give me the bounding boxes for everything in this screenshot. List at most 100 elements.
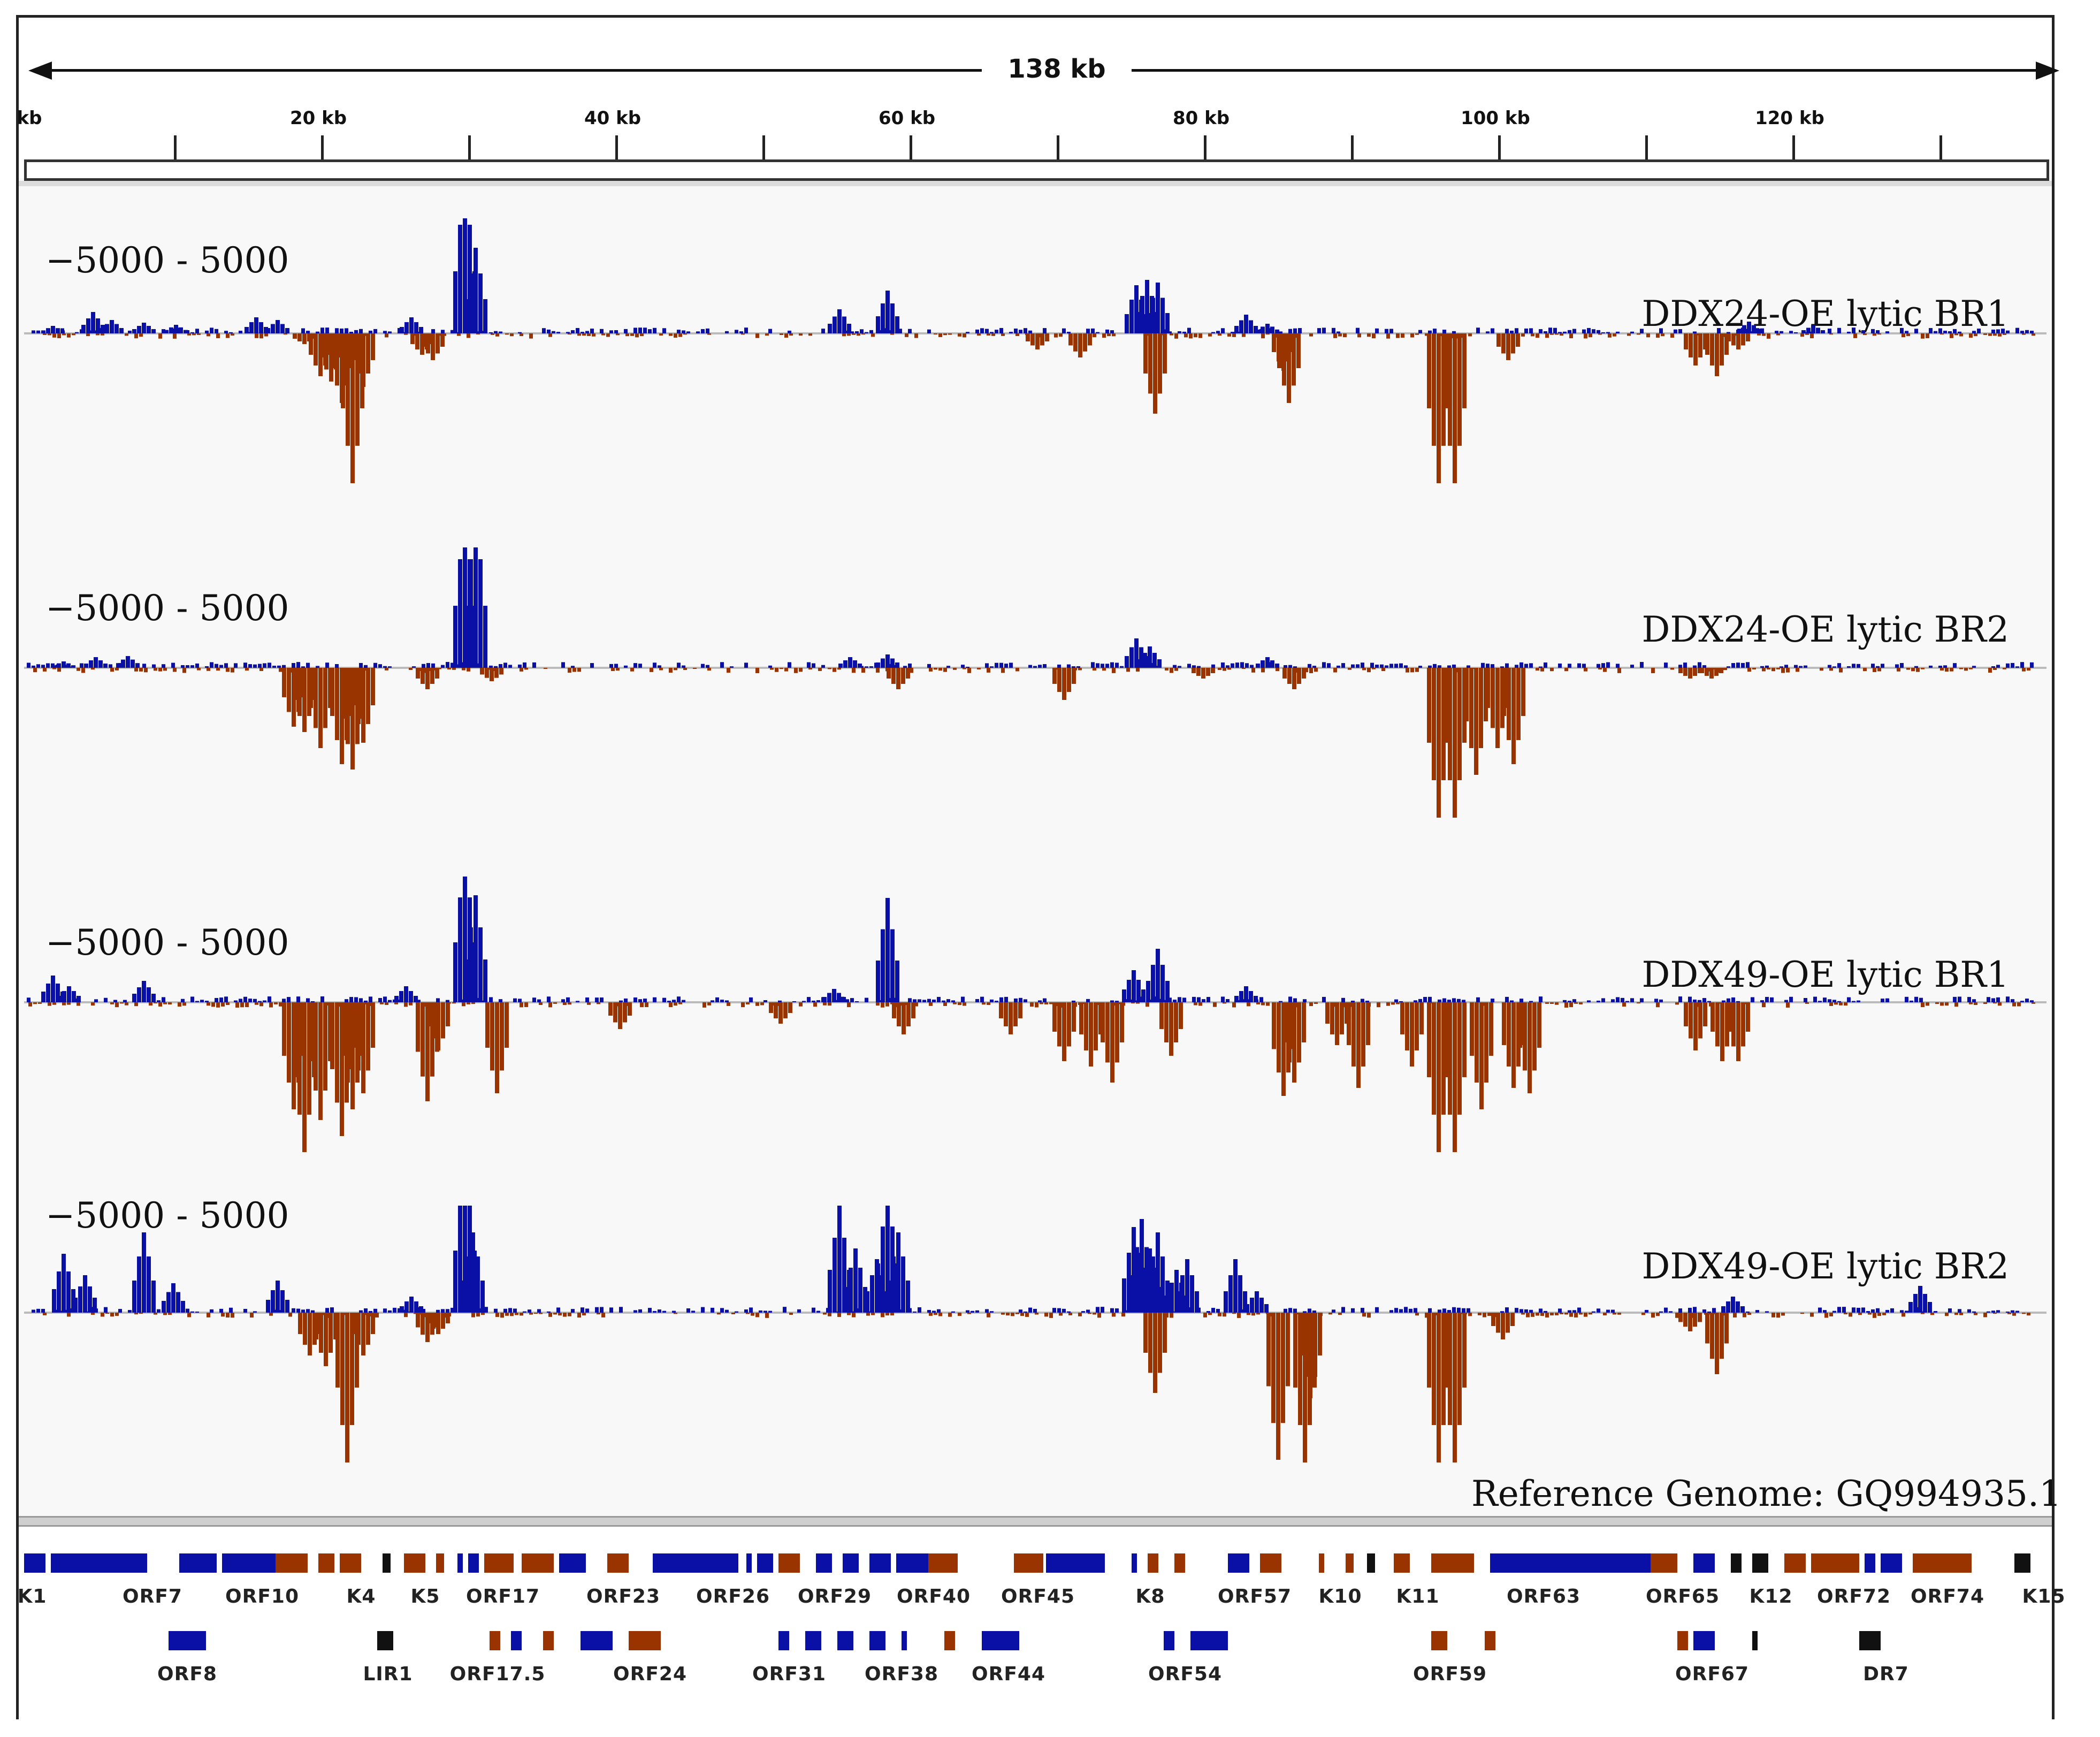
coverage-bar-minus [1020,1313,1024,1316]
gene-label[interactable]: K4 [346,1586,376,1608]
coverage-track-ddx24-br1[interactable] [19,218,2052,539]
coverage-bar-plus [1028,1307,1032,1313]
coverage-peak-minus [1720,1002,1724,1061]
coverage-bar-plus [2020,662,2024,668]
coverage-bar-minus [1068,1313,1072,1315]
gene-label[interactable]: ORF23 [586,1586,661,1608]
track-name-label[interactable]: DDX49-OE lytic BR1 [1641,954,2009,995]
coverage-bar-plus [1948,331,1952,333]
coverage-bar-minus [813,1002,817,1007]
coverage-bar-plus [364,1308,368,1313]
gene-label[interactable]: ORF26 [696,1586,770,1608]
gene-label[interactable]: K11 [1396,1586,1440,1608]
gene-label[interactable]: ORF72 [1816,1586,1891,1608]
coverage-bar-plus [1611,1309,1615,1313]
coverage-bar-plus [195,329,199,333]
coverage-track-ddx49-br2[interactable] [19,1206,2052,1527]
gene-label[interactable]: ORF40 [896,1586,971,1608]
region-selector-box[interactable] [24,159,2049,181]
gene-label[interactable]: ORF59 [1412,1663,1487,1685]
coverage-bar-minus [731,1313,735,1315]
coverage-bar-plus [985,1309,989,1313]
coverage-peak-plus [895,662,899,668]
coverage-bar-minus [1608,333,1612,338]
coverage-bar-plus [1235,662,1239,668]
coverage-peak-minus [341,333,345,408]
coverage-bar-minus [1550,668,1554,672]
gene-label[interactable]: K1 [17,1586,47,1608]
coverage-peak-plus [453,271,457,333]
coverage-bar-minus [2012,1002,2016,1007]
gene-feature [816,1553,832,1573]
gene-label[interactable]: ORF63 [1506,1586,1581,1608]
track-name-label[interactable]: DDX49-OE lytic BR2 [1641,1246,2009,1287]
coverage-peak-plus [404,1301,409,1313]
gene-label[interactable]: ORF45 [1001,1586,1075,1608]
gene-label[interactable]: K15 [2022,1586,2066,1608]
gene-label[interactable]: ORF10 [225,1586,300,1608]
genome-ruler[interactable]: 138 kb kb 20 kb 40 kb 60 kb 80 kb 100 kb… [17,18,2059,181]
coverage-bar-minus [1227,333,1231,337]
gene-label[interactable]: ORF67 [1675,1663,1750,1685]
coverage-bar-minus [529,333,533,339]
coverage-peak-minus [1727,333,1731,341]
coverage-bar-minus [139,1313,143,1314]
coverage-bar-plus [320,327,324,333]
gene-label[interactable]: ORF44 [971,1663,1046,1685]
gene-feature [543,1631,554,1650]
coverage-peak-plus [466,1256,470,1313]
gene-label[interactable]: ORF31 [752,1663,827,1685]
coverage-bar-minus [1564,668,1568,672]
coverage-bar-plus [1505,996,1509,1002]
coverage-peak-minus [1453,668,1457,818]
coverage-bar-plus [1881,664,1884,668]
coverage-track-ddx24-br2[interactable] [19,547,2052,868]
gene-label[interactable]: K10 [1318,1586,1362,1608]
coverage-peak-minus [314,1002,318,1091]
gene-label[interactable]: ORF74 [1910,1586,1985,1608]
gene-label[interactable]: ORF24 [613,1663,688,1685]
gene-label[interactable]: ORF65 [1645,1586,1720,1608]
coverage-peak-minus [1277,1002,1281,1073]
gene-features[interactable] [19,1527,2052,1719]
coverage-peak-minus [1105,1002,1110,1063]
coverage-bar-plus [725,1000,729,1002]
gene-annotation-track[interactable]: K1 ORF7 ORF10 K4 K5 ORF17 ORF23 ORF26 ORF29 ORF40… [17,1527,2065,1719]
coverage-peak-minus [1511,333,1515,354]
coverage-peak-plus [1740,1306,1745,1313]
track-name-label[interactable]: DDX24-OE lytic BR2 [1641,609,2009,650]
coverage-bar-plus [1033,1308,1037,1313]
gene-label[interactable]: DR7 [1863,1663,1909,1685]
coverage-bar-minus [520,1002,523,1008]
coverage-bar-plus [1702,1309,1706,1313]
coverage-bar-minus [1256,1313,1260,1315]
coverage-bar-plus [913,1311,917,1313]
coverage-peak-plus [84,664,88,668]
coverage-bar-minus [385,333,388,338]
coverage-peak-plus [1134,638,1139,668]
gene-label[interactable]: K8 [1135,1586,1165,1608]
gene-label[interactable]: ORF7 [123,1586,182,1608]
gene-label[interactable]: K12 [1749,1586,1793,1608]
coverage-track-ddx49-br1[interactable] [19,877,2052,1198]
gene-label[interactable]: ORF57 [1217,1586,1292,1608]
coverage-bar-plus [1308,1308,1311,1313]
gene-label[interactable]: ORF29 [797,1586,872,1608]
coverage-bar-minus [77,1002,80,1006]
gene-label[interactable]: LIR1 [363,1663,413,1685]
gene-label[interactable]: ORF8 [157,1663,217,1685]
gene-label[interactable]: ORF17 [465,1586,540,1608]
coverage-peak-minus [769,1002,773,1013]
gene-label[interactable]: ORF17.5 [449,1663,546,1685]
gene-label[interactable]: ORF54 [1148,1663,1223,1685]
coverage-bar-plus [1418,999,1422,1002]
gene-label[interactable]: K5 [410,1586,440,1608]
coverage-bar-plus [1428,665,1432,668]
coverage-peak-plus [463,1206,467,1313]
gene-label[interactable]: ORF38 [864,1663,939,1685]
coverage-bar-minus [674,668,677,671]
coverage-bar-minus [616,668,620,671]
coverage-peak-minus [1089,1002,1093,1066]
track-name-label[interactable]: DDX24-OE lytic BR1 [1641,293,2009,334]
coverage-peak-plus [151,1281,156,1313]
